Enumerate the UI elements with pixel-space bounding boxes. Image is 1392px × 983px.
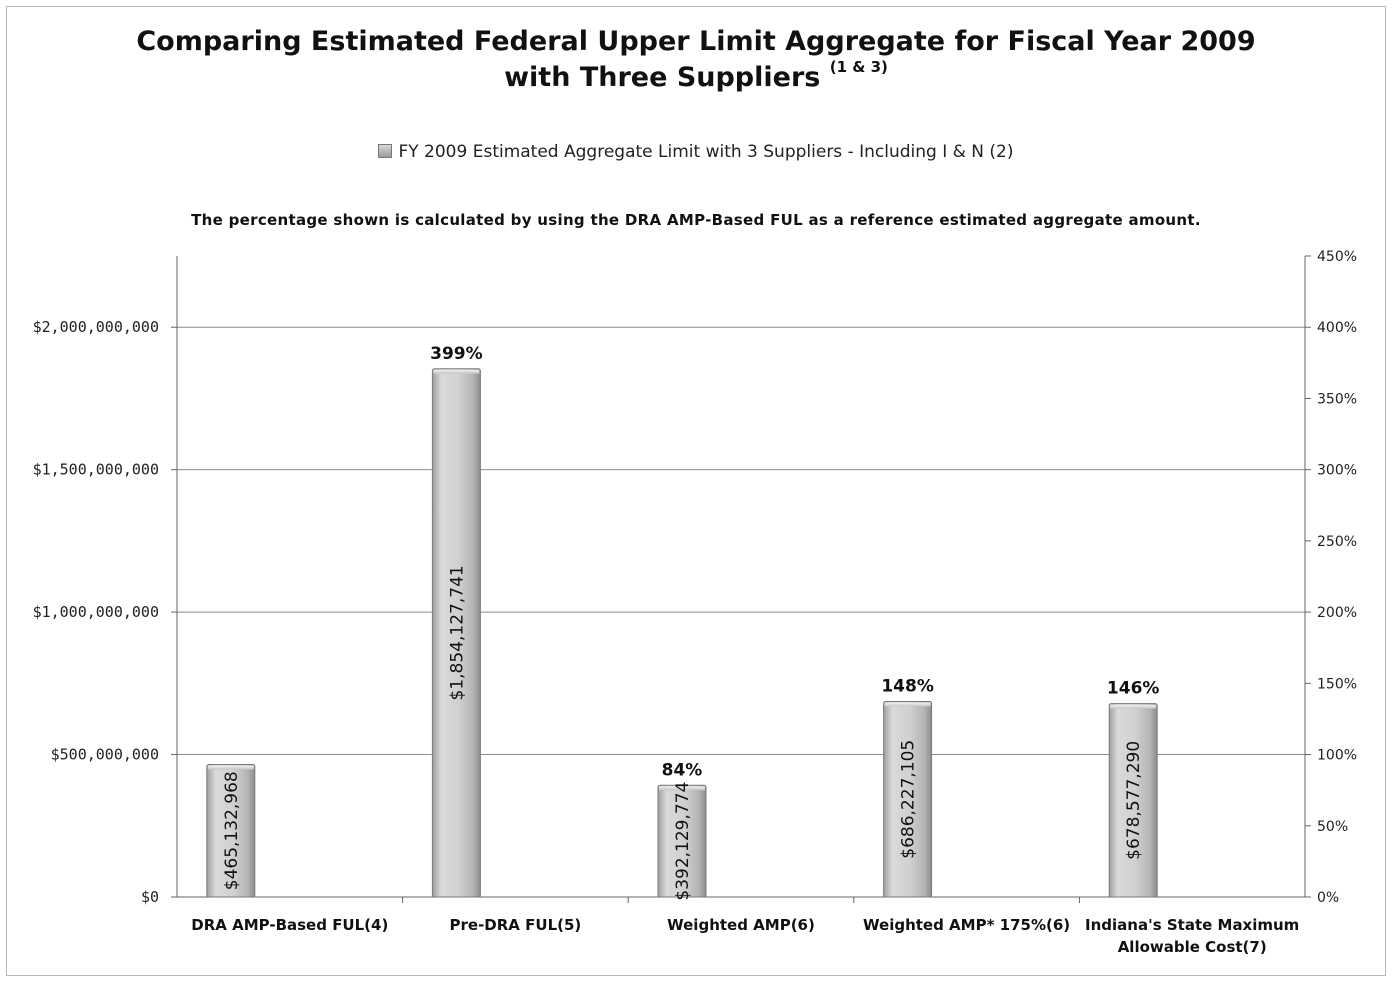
bar-layer [206, 368, 1158, 898]
x-category-label: Indiana's State Maximum [1085, 916, 1299, 934]
y2-tick-label: 250% [1317, 534, 1357, 550]
bar [206, 763, 256, 898]
bar-value-label: $678,577,290 [1124, 741, 1144, 860]
chart-title-line2-text: with Three Suppliers [504, 62, 821, 93]
y2-tick-label: 150% [1317, 676, 1357, 692]
y-tick-label: $1,500,000,000 [33, 461, 159, 479]
bar [1108, 703, 1158, 898]
y2-tick-label: 400% [1317, 320, 1357, 336]
bar-bevel [1110, 704, 1157, 709]
y-tick-label: $0 [141, 888, 159, 906]
chart-title-superscript: (1 & 3) [829, 58, 888, 76]
x-category-label: Weighted AMP(6) [667, 916, 815, 934]
chart-title-line1: Comparing Estimated Federal Upper Limit … [136, 26, 1256, 57]
bar-value-label: $1,854,127,741 [447, 565, 467, 700]
bar-percent-label: 84% [662, 760, 703, 780]
x-category-label: Allowable Cost(7) [1118, 938, 1267, 956]
y2-tick-label: 100% [1317, 748, 1357, 764]
x-category-label: DRA AMP-Based FUL(4) [191, 916, 388, 934]
bar-percent-label: 148% [881, 677, 934, 697]
bar-value-label: $392,129,774 [673, 782, 693, 901]
y-tick-label: $2,000,000,000 [33, 318, 159, 336]
bar-bevel [433, 369, 480, 374]
bar-percent-label: 146% [1107, 679, 1160, 699]
legend-swatch [378, 144, 393, 158]
bar-bevel [207, 765, 254, 770]
y2-tick-label: 200% [1317, 605, 1357, 621]
grid-layer [177, 326, 1305, 756]
y-tick-label: $500,000,000 [51, 746, 159, 764]
bar-bevel [659, 786, 705, 791]
bar [431, 368, 481, 898]
bar-bevel [884, 702, 931, 707]
bar-percent-label: 399% [430, 344, 483, 364]
bar [657, 784, 707, 898]
y2-tick-label: 450% [1317, 249, 1357, 265]
legend-label: FY 2009 Estimated Aggregate Limit with 3… [398, 142, 1014, 162]
chart-note: The percentage shown is calculated by us… [191, 211, 1201, 229]
chart-legend: FY 2009 Estimated Aggregate Limit with 3… [0, 142, 1392, 162]
y2-tick-label: 50% [1317, 819, 1348, 835]
axis-layer: $0 $500,000,000 $1,000,000,000 $1,500,000,0… [33, 249, 1357, 906]
y2-tick-label: 350% [1317, 391, 1357, 407]
x-category-label: Weighted AMP* 175%(6) [863, 916, 1070, 934]
label-layer: $465,132,968 DRA AMP-Based FUL(4) $1,854,1… [191, 344, 1299, 956]
bar-value-label: $465,132,968 [222, 771, 242, 890]
chart-title-line2: with Three Suppliers (1 & 3) [0, 58, 1392, 93]
y2-tick-label: 0% [1317, 890, 1339, 906]
y2-tick-label: 300% [1317, 463, 1357, 479]
y-tick-label: $1,000,000,000 [33, 603, 159, 621]
bar-value-label: $686,227,105 [899, 740, 919, 859]
bar [883, 701, 933, 898]
x-category-label: Pre-DRA FUL(5) [450, 916, 582, 934]
